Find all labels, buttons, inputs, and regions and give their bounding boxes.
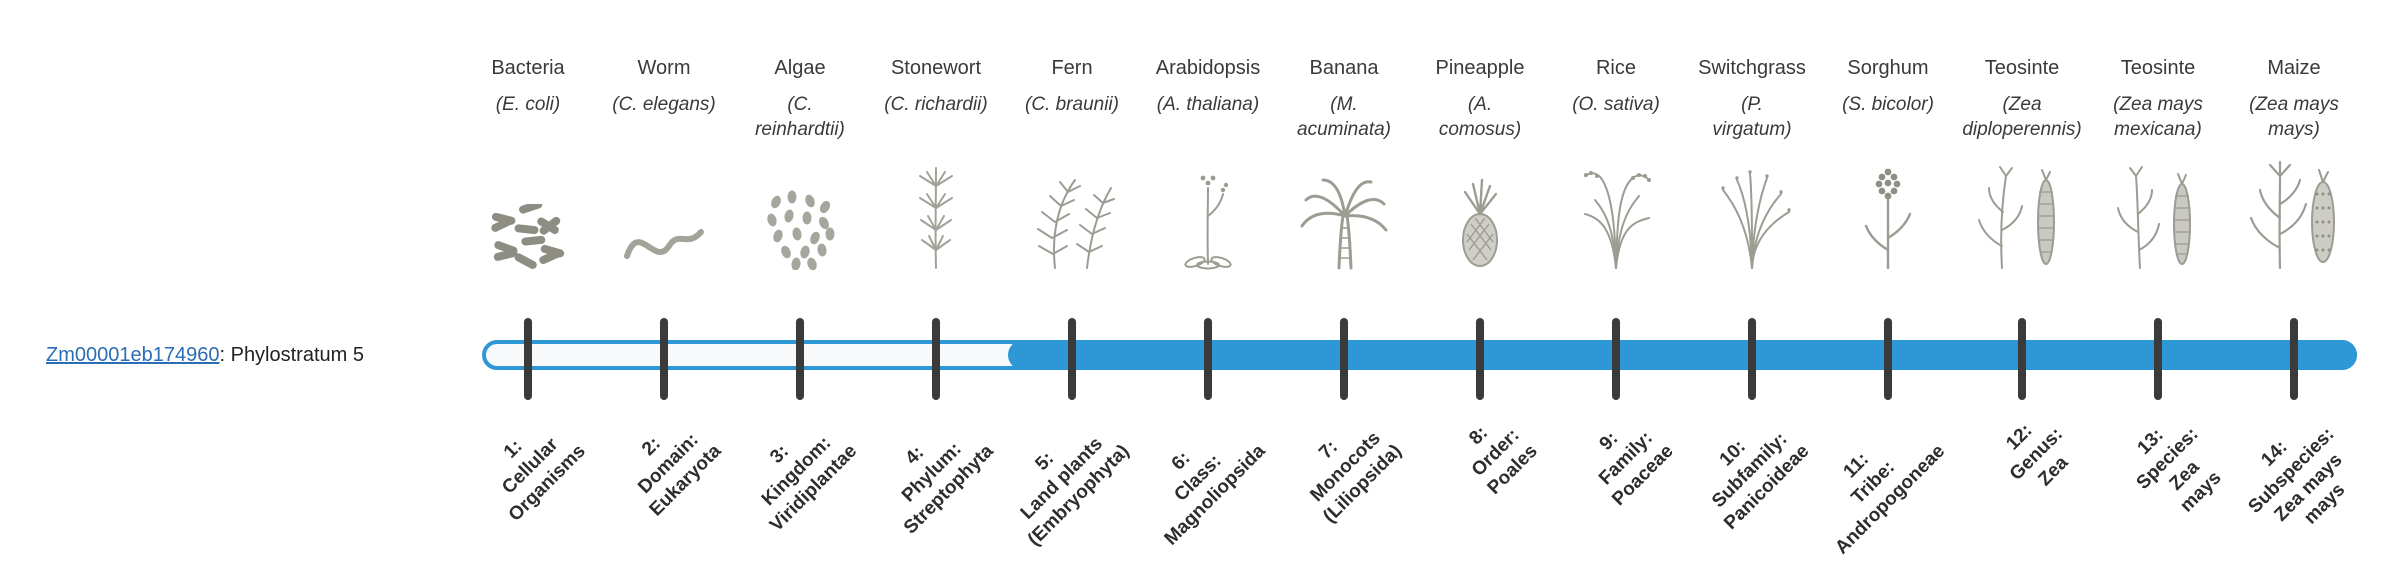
organism-column-switchgrass: Switchgrass (P. virgatum) [1677, 56, 1827, 270]
organism-column-sorghum: Sorghum (S. bicolor) [1813, 56, 1963, 270]
organism-column-teosinte-diploperennis: Teosinte (Zea diploperennis) [1947, 56, 2097, 270]
organism-species: (C. braunii) [1025, 94, 1119, 115]
organism-name: Banana [1309, 57, 1379, 79]
organism-column-worm: Worm (C. elegans) [589, 56, 739, 270]
organism-name: Fern [1051, 57, 1093, 79]
arabidopsis-icon [1133, 146, 1283, 270]
organism-name: Rice [1595, 57, 1636, 79]
pineapple-icon [1405, 146, 1555, 270]
organism-species: (C. reinhardtii) [755, 94, 845, 140]
stratum-label-6: 6: Class: Magnoliopsida [1160, 440, 1270, 550]
gene-link[interactable]: Zm00001eb174960 [46, 344, 220, 366]
stratum-label-10: 10: Subfamily: Panicoideae [1707, 428, 1814, 534]
organism-species: (M. acuminata) [1297, 94, 1391, 140]
organism-column-banana: Banana (M. acuminata) [1269, 56, 1419, 270]
stratum-label-2: 2: Domain: Eukaryota [634, 429, 726, 521]
tick-mark-4 [932, 318, 940, 400]
organism-column-stonewort: Stonewort (C. richardii) [861, 56, 1011, 270]
stratum-label-14: 14: Subspecies: Zea mays mays [2244, 423, 2350, 529]
gene-phylostratum-text: : Phylostratum 5 [219, 344, 364, 366]
teosinte-mexicana-icon [2083, 146, 2233, 270]
maize-icon [2219, 146, 2369, 270]
gene-label: Zm00001eb174960: Phylostratum 5 [46, 342, 364, 368]
organism-species: (Zea mays mays) [2249, 94, 2339, 140]
organism-name: Algae [774, 57, 826, 79]
tick-mark-8 [1476, 318, 1484, 400]
stratum-label-7: 7: Monocots (Liliopsida) [1305, 427, 1406, 527]
organism-name: Teosinte [1984, 57, 2060, 79]
stratum-label-3: 3: Kingdom: Viridiplantae [757, 432, 862, 536]
tick-mark-3 [796, 318, 804, 400]
tick-mark-9 [1612, 318, 1620, 400]
organism-species: (P. virgatum) [1712, 94, 1792, 140]
tick-mark-1 [524, 318, 532, 400]
stratum-label-5: 5: Land plants (Embryophyta) [1016, 433, 1134, 550]
organism-name: Worm [637, 57, 691, 79]
algae-icon [725, 146, 875, 270]
stratum-label-1: 1: Cellular Organisms [497, 433, 590, 526]
organism-name: Switchgrass [1698, 57, 1806, 79]
tick-mark-10 [1748, 318, 1756, 400]
organism-species: (E. coli) [495, 94, 561, 115]
organism-column-rice: Rice (O. sativa) [1541, 56, 1691, 270]
organism-column-pineapple: Pineapple (A. comosus) [1405, 56, 1555, 270]
timeline-bar-fill [1008, 340, 2357, 370]
stonewort-icon [861, 146, 1011, 270]
tick-mark-11 [1884, 318, 1892, 400]
organism-species: (A. comosus) [1438, 94, 1522, 140]
organism-species: (S. bicolor) [1842, 94, 1934, 115]
worm-icon [589, 146, 739, 270]
organism-species: (C. richardii) [884, 94, 988, 115]
stratum-label-13: 13: Species: Zea mays [2132, 423, 2226, 517]
tick-mark-12 [2018, 318, 2026, 400]
organism-column-teosinte-mexicana: Teosinte (Zea mays mexicana) [2083, 56, 2233, 270]
organism-species: (A. thaliana) [1156, 94, 1260, 115]
tick-mark-2 [660, 318, 668, 400]
organism-name: Arabidopsis [1155, 57, 1261, 79]
stratum-label-11: 11: Tribe: Andropogoneae [1831, 440, 1950, 559]
organism-column-maize: Maize (Zea mays mays) [2219, 56, 2369, 270]
teosinte-diploperennis-icon [1947, 146, 2097, 270]
tick-mark-6 [1204, 318, 1212, 400]
tick-mark-14 [2290, 318, 2298, 400]
switchgrass-icon [1677, 146, 1827, 270]
stratum-label-4: 4: Phylum: Streptophyta [897, 438, 998, 539]
organism-column-fern: Fern (C. braunii) [997, 56, 1147, 270]
organism-name: Sorghum [1847, 57, 1929, 79]
organism-name: Maize [2267, 57, 2321, 79]
stratum-label-12: 12: Genus: Zea [2001, 420, 2072, 490]
bacteria-icon [453, 146, 603, 270]
organism-name: Bacteria [491, 57, 565, 79]
organism-column-bacteria: Bacteria (E. coli) [453, 56, 603, 270]
organism-column-algae: Algae (C. reinhardtii) [725, 56, 875, 270]
rice-icon [1541, 146, 1691, 270]
sorghum-icon [1813, 146, 1963, 270]
banana-icon [1269, 146, 1419, 270]
fern-icon [997, 146, 1147, 270]
organism-species: (C. elegans) [612, 94, 716, 115]
organism-name: Stonewort [890, 57, 982, 79]
tick-mark-7 [1340, 318, 1348, 400]
organism-name: Pineapple [1435, 57, 1525, 79]
organism-column-arabidopsis: Arabidopsis (A. thaliana) [1133, 56, 1283, 270]
organism-species: (Zea mays mexicana) [2113, 94, 2203, 140]
stratum-label-8: 8: Order: Poales [1465, 422, 1542, 499]
organism-name: Teosinte [2120, 57, 2196, 79]
organism-species: (O. sativa) [1572, 94, 1660, 115]
tick-mark-13 [2154, 318, 2162, 400]
organism-species: (Zea diploperennis) [1962, 94, 2082, 140]
stratum-label-9: 9: Family: Poaceae [1594, 427, 1678, 510]
tick-mark-5 [1068, 318, 1076, 400]
